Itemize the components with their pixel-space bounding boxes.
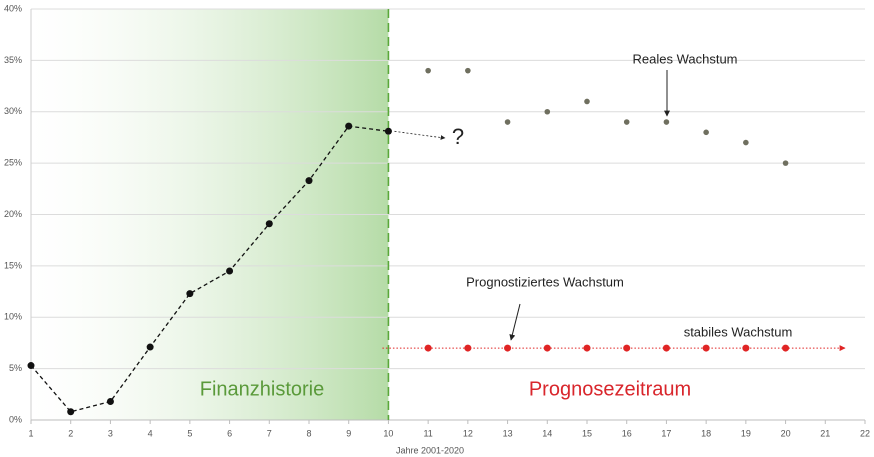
x-tick-label: 10: [383, 428, 393, 438]
point: [465, 67, 471, 74]
question-mark: ?: [452, 124, 464, 149]
annotation-arrow: [509, 303, 521, 341]
x-tick-label: 21: [820, 428, 830, 438]
x-tick-label: 12: [463, 428, 473, 438]
point: [464, 344, 472, 352]
point: [146, 343, 154, 351]
x-tick-label: 8: [306, 428, 311, 438]
point: [702, 344, 710, 352]
point: [265, 220, 273, 228]
region-label: Finanzhistorie: [200, 378, 325, 400]
point: [623, 344, 631, 352]
point: [504, 119, 511, 125]
y-tick-label: 15%: [4, 260, 22, 270]
point: [544, 108, 551, 115]
x-tick-label: 15: [582, 428, 592, 438]
point: [743, 139, 749, 146]
x-tick-label: 17: [661, 428, 671, 438]
point: [703, 129, 709, 136]
x-tick-label: 5: [187, 428, 192, 438]
x-tick-label: 4: [148, 428, 153, 438]
y-tick-label: 30%: [4, 106, 22, 116]
x-tick-label: 22: [860, 428, 870, 438]
point: [27, 362, 35, 370]
point: [425, 67, 431, 74]
x-tick-label: 13: [503, 428, 513, 438]
point: [504, 344, 512, 352]
point: [384, 127, 392, 135]
x-axis-label: Jahre 2001-2020: [396, 445, 464, 455]
x-tick-label: 6: [227, 428, 232, 438]
point: [424, 344, 432, 352]
point: [662, 344, 670, 352]
y-tick-label: 35%: [4, 55, 22, 65]
point: [623, 119, 630, 125]
point: [742, 344, 750, 352]
x-tick-label: 20: [781, 428, 791, 438]
annotation: Reales Wachstum: [633, 51, 738, 66]
x-tick-label: 9: [346, 428, 351, 438]
point: [543, 344, 551, 352]
point: [106, 398, 114, 406]
x-tick-label: 2: [68, 428, 73, 438]
point: [226, 267, 234, 275]
point: [583, 344, 591, 352]
point: [345, 122, 353, 130]
point: [663, 119, 670, 125]
y-tick-label: 25%: [4, 158, 22, 168]
question-arrow: [394, 130, 446, 140]
x-tick-label: 19: [741, 428, 751, 438]
x-tick-label: 7: [267, 428, 272, 438]
x-tick-label: 16: [622, 428, 632, 438]
point: [782, 344, 790, 352]
annotation: Prognostiziertes Wachstum: [466, 274, 624, 289]
y-tick-label: 20%: [4, 209, 22, 219]
point: [305, 177, 313, 185]
x-tick-label: 11: [423, 428, 432, 438]
history-line: [30, 125, 389, 413]
annotation: stabiles Wachstum: [684, 324, 793, 339]
y-tick-label: 5%: [9, 363, 22, 373]
point: [584, 98, 590, 105]
x-tick-label: 1: [28, 428, 33, 438]
y-tick-label: 40%: [4, 3, 22, 13]
y-tick-label: 10%: [4, 312, 22, 322]
region-label: Prognosezeitraum: [529, 378, 691, 400]
y-tick-label: 0%: [9, 414, 22, 424]
point: [67, 408, 75, 416]
x-tick-label: 3: [108, 428, 113, 438]
x-tick-label: 14: [542, 428, 552, 438]
point: [782, 160, 789, 166]
x-tick-label: 18: [701, 428, 711, 438]
point: [186, 290, 194, 298]
